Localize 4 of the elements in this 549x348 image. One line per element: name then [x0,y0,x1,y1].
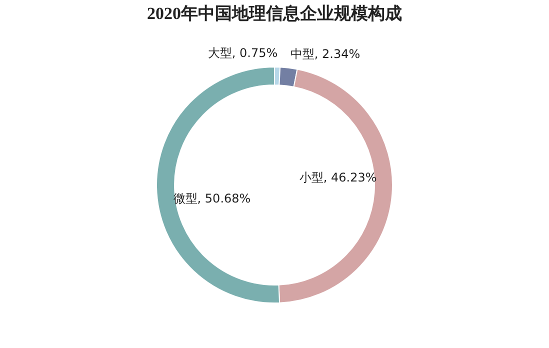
chart-title: 2020年中国地理信息企业规模构成 [147,4,402,23]
slice-label: 小型, 46.23% [299,170,377,184]
slice-label: 大型, 0.75% [208,46,278,60]
slice-label: 中型, 2.34% [290,46,360,61]
